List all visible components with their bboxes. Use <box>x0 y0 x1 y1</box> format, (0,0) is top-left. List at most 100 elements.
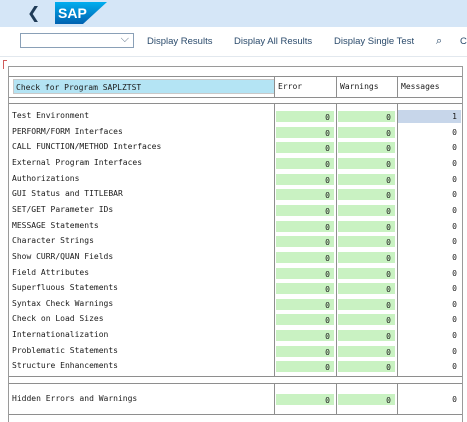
error-value[interactable]: 0 <box>275 282 335 296</box>
check-label[interactable]: GUI Status and TITLEBAR <box>12 189 123 199</box>
error-value[interactable]: 0 <box>275 266 335 280</box>
check-label[interactable]: PERFORM/FORM Interfaces <box>12 126 123 136</box>
summary-bottom-rule <box>9 414 462 415</box>
table-row: Superfluous Statements 0 0 0 <box>9 281 462 297</box>
messages-value[interactable]: 0 <box>452 331 457 341</box>
toolbar-divider <box>0 56 467 57</box>
table-row: Check on Load Sizes 0 0 0 <box>9 312 462 328</box>
messages-value[interactable]: 0 <box>452 143 457 153</box>
summary-row: Hidden Errors and Warnings 0 0 0 <box>9 392 462 408</box>
warnings-value[interactable]: 0 <box>337 235 396 249</box>
error-value[interactable]: 0 <box>275 344 335 358</box>
display-all-results-button[interactable]: Display All Results <box>234 36 313 47</box>
messages-value[interactable]: 1 <box>398 110 461 123</box>
error-value[interactable]: 0 <box>275 235 335 249</box>
warnings-value[interactable]: 0 <box>337 360 396 374</box>
warnings-value[interactable]: 0 <box>337 250 396 264</box>
overflow-button[interactable]: C <box>460 36 467 47</box>
messages-value[interactable]: 0 <box>452 252 457 262</box>
error-value[interactable]: 0 <box>275 329 335 343</box>
check-label[interactable]: Authorizations <box>12 173 80 183</box>
col-divider <box>336 76 337 98</box>
messages-value[interactable]: 0 <box>452 284 457 294</box>
warnings-value[interactable]: 0 <box>337 172 396 186</box>
check-label[interactable]: Problematic Statements <box>12 345 118 355</box>
chevron-down-icon: ⌵ <box>120 32 129 45</box>
application-toolbar: ⌵ Display Results Display All Results Di… <box>0 27 467 56</box>
search-icon[interactable]: ⌕ <box>436 34 443 47</box>
warnings-value[interactable]: 0 <box>337 110 396 123</box>
table-row: Character Strings 0 0 0 <box>9 234 462 250</box>
check-label[interactable]: Syntax Check Warnings <box>12 298 114 308</box>
col-divider <box>397 103 398 377</box>
warnings-value[interactable]: 0 <box>337 297 396 311</box>
check-label[interactable]: Test Environment <box>12 111 90 120</box>
table-top-rule <box>9 76 462 77</box>
error-value[interactable]: 0 <box>275 110 335 123</box>
warnings-value[interactable]: 0 <box>337 156 396 170</box>
table-row: Authorizations 0 0 0 <box>9 172 462 188</box>
check-label[interactable]: Character Strings <box>12 236 94 246</box>
error-value[interactable]: 0 <box>275 250 335 264</box>
messages-value[interactable]: 0 <box>452 237 457 247</box>
warnings-value[interactable]: 0 <box>337 313 396 327</box>
error-value[interactable]: 0 <box>275 156 335 170</box>
error-value[interactable]: 0 <box>275 125 335 139</box>
results-panel: Check for Program SAPLZTST Error Warning… <box>8 66 463 422</box>
display-results-button[interactable]: Display Results <box>147 36 213 47</box>
warnings-value[interactable]: 0 <box>337 344 396 358</box>
check-label[interactable]: Field Attributes <box>12 267 90 277</box>
check-label[interactable]: SET/GET Parameter IDs <box>12 204 114 214</box>
check-label[interactable]: External Program Interfaces <box>12 157 143 167</box>
warnings-value[interactable]: 0 <box>337 203 396 217</box>
messages-value[interactable]: 0 <box>452 315 457 325</box>
messages-value[interactable]: 0 <box>452 299 457 309</box>
shell-header: ❮ SAP <box>0 0 467 27</box>
col-divider <box>274 76 275 98</box>
summary-messages-value[interactable]: 0 <box>452 395 457 404</box>
error-value[interactable]: 0 <box>275 172 335 186</box>
messages-value[interactable]: 0 <box>452 362 457 372</box>
messages-value[interactable]: 0 <box>452 205 457 215</box>
check-label[interactable]: Check on Load Sizes <box>12 314 104 324</box>
variant-dropdown[interactable]: ⌵ <box>20 32 134 48</box>
warnings-value[interactable]: 0 <box>337 141 396 155</box>
display-single-test-button[interactable]: Display Single Test <box>334 36 415 47</box>
check-label[interactable]: MESSAGE Statements <box>12 220 99 230</box>
error-value[interactable]: 0 <box>275 188 335 202</box>
warnings-value[interactable]: 0 <box>337 188 396 202</box>
warnings-value[interactable]: 0 <box>337 282 396 296</box>
check-label[interactable]: Internationalization <box>12 330 109 340</box>
messages-value[interactable]: 0 <box>452 174 457 184</box>
back-arrow-icon[interactable]: ❮ <box>27 3 41 22</box>
table-row: SET/GET Parameter IDs 0 0 0 <box>9 203 462 219</box>
error-value[interactable]: 0 <box>275 203 335 217</box>
messages-value[interactable]: 0 <box>452 221 457 231</box>
warnings-value[interactable]: 0 <box>337 219 396 233</box>
check-label[interactable]: Structure Enhancements <box>12 361 118 371</box>
table-row: PERFORM/FORM Interfaces 0 0 0 <box>9 125 462 141</box>
warnings-value[interactable]: 0 <box>337 125 396 139</box>
messages-value[interactable]: 0 <box>452 158 457 168</box>
messages-value[interactable]: 0 <box>452 127 457 137</box>
col-divider <box>274 103 275 377</box>
error-value[interactable]: 0 <box>275 297 335 311</box>
check-label[interactable]: Superfluous Statements <box>12 283 118 293</box>
check-label[interactable]: Show CURR/QUAN Fields <box>12 251 114 261</box>
warnings-value[interactable]: 0 <box>337 266 396 280</box>
focus-corner-marker <box>3 60 7 69</box>
check-label[interactable]: CALL FUNCTION/METHOD Interfaces <box>12 142 162 152</box>
summary-warnings-value[interactable]: 0 <box>337 393 396 406</box>
warnings-value[interactable]: 0 <box>337 329 396 343</box>
messages-value[interactable]: 0 <box>452 190 457 200</box>
program-title: Check for Program SAPLZTST <box>13 79 275 94</box>
summary-error-value[interactable]: 0 <box>275 393 335 406</box>
body-bottom-rule <box>9 376 462 377</box>
error-value[interactable]: 0 <box>275 141 335 155</box>
error-value[interactable]: 0 <box>275 360 335 374</box>
error-value[interactable]: 0 <box>275 313 335 327</box>
table-row: Problematic Statements 0 0 0 <box>9 344 462 360</box>
error-value[interactable]: 0 <box>275 219 335 233</box>
messages-value[interactable]: 0 <box>452 346 457 356</box>
messages-value[interactable]: 0 <box>452 268 457 278</box>
